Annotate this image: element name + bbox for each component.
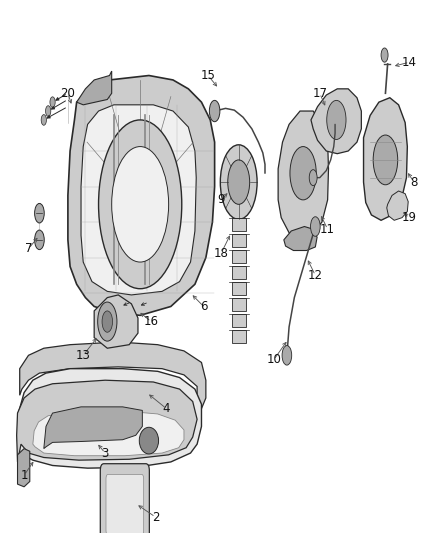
Polygon shape [232, 329, 246, 343]
Circle shape [50, 97, 55, 108]
Text: 15: 15 [201, 69, 215, 82]
Text: 6: 6 [200, 300, 208, 313]
Polygon shape [232, 281, 246, 295]
Polygon shape [232, 249, 246, 263]
Circle shape [99, 120, 182, 289]
Polygon shape [77, 71, 112, 105]
Text: 1: 1 [20, 469, 28, 482]
Text: 11: 11 [320, 223, 335, 236]
Polygon shape [364, 98, 407, 220]
Text: 3: 3 [102, 447, 109, 459]
Text: 19: 19 [402, 211, 417, 224]
Polygon shape [94, 295, 138, 348]
Text: 7: 7 [25, 242, 32, 255]
Circle shape [282, 345, 292, 365]
Polygon shape [232, 217, 246, 231]
Polygon shape [44, 407, 142, 449]
Text: 20: 20 [60, 87, 75, 100]
Text: 4: 4 [162, 402, 170, 415]
Polygon shape [232, 313, 246, 327]
Circle shape [46, 106, 51, 116]
Text: 8: 8 [410, 175, 417, 189]
Polygon shape [33, 411, 184, 456]
Circle shape [327, 100, 346, 140]
Circle shape [373, 135, 398, 185]
Circle shape [220, 145, 257, 220]
Text: 14: 14 [402, 55, 417, 69]
Ellipse shape [139, 427, 159, 454]
Polygon shape [81, 105, 196, 295]
Polygon shape [278, 111, 328, 240]
Polygon shape [20, 342, 206, 409]
Circle shape [41, 115, 46, 125]
Circle shape [35, 204, 44, 223]
Circle shape [102, 311, 113, 332]
Polygon shape [232, 233, 246, 247]
Text: 10: 10 [266, 353, 281, 366]
Circle shape [228, 160, 250, 204]
Polygon shape [18, 449, 30, 487]
Polygon shape [17, 380, 197, 462]
Circle shape [381, 48, 388, 62]
Text: 9: 9 [217, 193, 225, 206]
FancyBboxPatch shape [106, 474, 144, 533]
Circle shape [112, 147, 169, 262]
Polygon shape [311, 89, 361, 154]
Text: 17: 17 [312, 87, 327, 100]
Polygon shape [18, 369, 201, 471]
Circle shape [98, 302, 117, 341]
FancyBboxPatch shape [100, 464, 149, 533]
Polygon shape [284, 227, 317, 251]
Polygon shape [232, 265, 246, 279]
Polygon shape [68, 76, 215, 316]
Circle shape [209, 100, 220, 122]
Circle shape [309, 169, 317, 185]
Text: 12: 12 [308, 269, 323, 282]
Circle shape [290, 147, 316, 200]
Polygon shape [232, 297, 246, 311]
Text: 18: 18 [214, 247, 229, 260]
Polygon shape [387, 191, 408, 220]
Text: 2: 2 [152, 511, 159, 523]
Text: 13: 13 [76, 349, 91, 362]
Circle shape [35, 230, 44, 249]
Circle shape [311, 217, 320, 236]
Text: 16: 16 [144, 315, 159, 328]
